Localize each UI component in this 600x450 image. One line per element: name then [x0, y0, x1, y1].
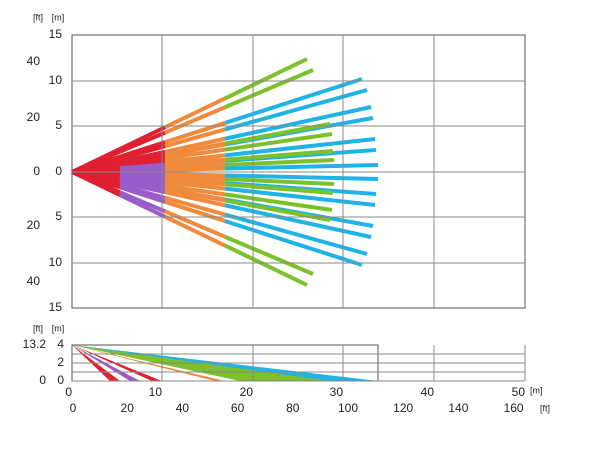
ray [164, 105, 226, 135]
ray [119, 140, 166, 159]
y-m-label: 10 [49, 255, 63, 269]
ray [164, 180, 226, 191]
unit-label: [ft] [540, 403, 550, 413]
ray [164, 209, 226, 239]
ray [164, 214, 226, 248]
ray [224, 122, 331, 146]
ray [119, 152, 166, 166]
detection-rays [71, 57, 379, 381]
ray [224, 163, 379, 171]
ray [224, 68, 314, 110]
ray [164, 190, 226, 208]
ray [224, 177, 335, 186]
ray [164, 136, 226, 154]
x-m-label: 50 [512, 385, 526, 399]
ray [164, 153, 226, 164]
x-ft-label: 80 [286, 401, 300, 415]
ray [119, 183, 166, 200]
y-m-label: 0 [55, 164, 62, 178]
ray [224, 192, 333, 212]
x-ft-label: 0 [70, 401, 77, 415]
ray [164, 162, 226, 170]
ray [119, 177, 166, 188]
y-m-label: 10 [49, 73, 63, 87]
ray [119, 130, 166, 154]
ray [119, 190, 166, 214]
unit-label: [m] [52, 12, 65, 22]
unit-label: [ft] [33, 12, 43, 22]
y-ft-label: 20 [27, 110, 41, 124]
ray [224, 234, 314, 276]
y-ft-label: 40 [27, 54, 41, 68]
y-m-label: 5 [55, 118, 62, 132]
ray [164, 177, 226, 187]
ray [224, 243, 308, 287]
ray [224, 132, 333, 152]
unit-label: [m] [530, 385, 543, 395]
ray [164, 174, 226, 182]
ray [224, 173, 379, 181]
ray [224, 203, 372, 239]
ray [164, 147, 226, 161]
y-ft-label: 0 [39, 373, 46, 387]
ray [119, 144, 166, 161]
x-m-label: 0 [65, 385, 72, 399]
y-m-label: 5 [55, 209, 62, 223]
x-ft-label: 60 [231, 401, 245, 415]
ray [119, 178, 166, 192]
x-m-label: 20 [240, 385, 254, 399]
y-m-label: 4 [57, 337, 64, 351]
ray [119, 185, 166, 204]
y-ft-label: 13.2 [23, 337, 47, 351]
ray [119, 193, 166, 219]
x-ft-label: 20 [121, 401, 135, 415]
ray [164, 187, 226, 203]
ray [164, 172, 226, 178]
x-ft-label: 160 [504, 401, 524, 415]
ray [164, 141, 226, 157]
ray [224, 219, 363, 267]
ray [164, 183, 226, 197]
ray [164, 166, 226, 172]
ray [224, 182, 334, 195]
ray [224, 57, 308, 101]
y-m-label: 15 [49, 27, 63, 41]
x-ft-label: 40 [176, 401, 190, 415]
ray [119, 171, 166, 177]
unit-label: [m] [52, 323, 65, 333]
x-ft-label: 100 [338, 401, 358, 415]
ray [224, 149, 334, 162]
ray [119, 156, 166, 167]
ray [164, 157, 226, 167]
ray [164, 127, 226, 149]
y-ft-label: 40 [27, 274, 41, 288]
y-m-label: 15 [49, 300, 63, 314]
ray [164, 199, 226, 223]
ray [224, 137, 376, 158]
y-m-label: 2 [57, 355, 64, 369]
ray [224, 158, 335, 167]
x-m-label: 30 [330, 385, 344, 399]
x-m-label: 40 [421, 385, 435, 399]
ray [164, 96, 226, 130]
ray [224, 186, 376, 207]
ray [164, 195, 226, 217]
ray [119, 167, 166, 173]
y-m-label: 0 [57, 373, 64, 387]
x-ft-label: 140 [448, 401, 468, 415]
ray [224, 77, 363, 125]
ray [224, 105, 372, 141]
x-ft-label: 120 [393, 401, 413, 415]
unit-label: [ft] [33, 323, 43, 333]
y-ft-label: 20 [27, 218, 41, 232]
ray [119, 125, 166, 151]
y-ft-label: 0 [33, 164, 40, 178]
x-m-label: 10 [149, 385, 163, 399]
